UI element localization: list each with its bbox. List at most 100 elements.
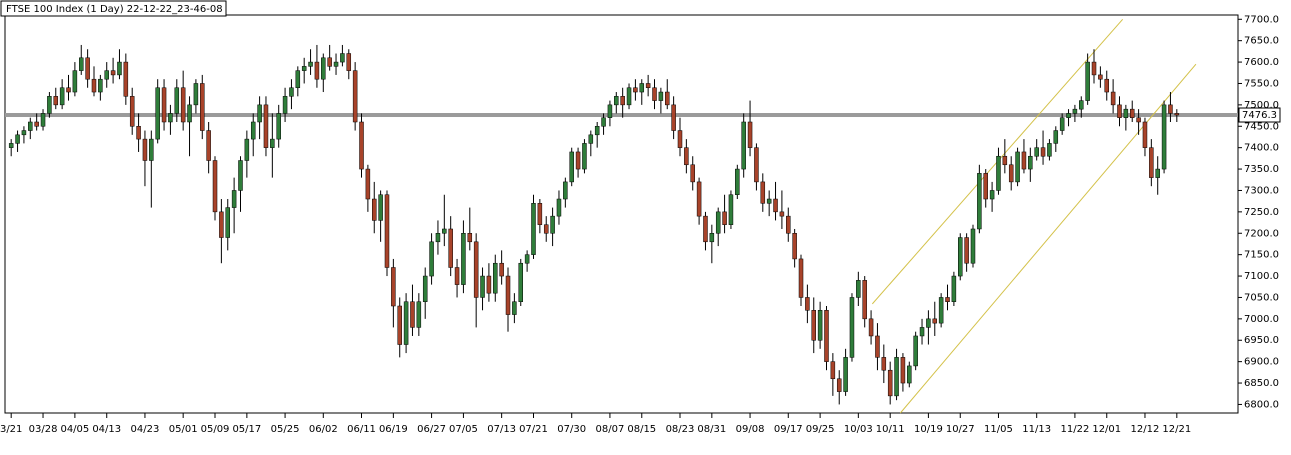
candle-body (365, 168, 371, 200)
candle-body (410, 301, 415, 328)
y-tick-label: 6800.0 (1244, 399, 1279, 410)
y-tick-label: 7250.0 (1244, 207, 1279, 218)
candle-body (645, 83, 651, 89)
candle-body (384, 194, 390, 268)
candle-body (422, 275, 428, 302)
y-tick-label: 7700.0 (1244, 14, 1279, 25)
x-tick-label: 12/12 (1131, 424, 1160, 435)
candle-body (811, 310, 816, 341)
candle-body (225, 207, 230, 238)
candle-body (161, 87, 167, 123)
candle-body (543, 224, 549, 234)
y-tick-label: 7650.0 (1244, 36, 1279, 47)
candle-body (454, 267, 460, 285)
candle-body (919, 327, 925, 337)
x-tick-label: 09/17 (774, 424, 803, 435)
candle-body (626, 87, 632, 106)
x-tick-label: 08/23 (666, 424, 695, 435)
candle-body (932, 318, 938, 324)
y-tick-label: 7550.0 (1244, 78, 1279, 89)
y-tick-label: 7400.0 (1244, 143, 1279, 154)
candle-body (792, 233, 797, 260)
candle-body (1053, 130, 1059, 144)
candle-body (448, 228, 453, 268)
x-tick-label: 06/27 (417, 424, 446, 435)
candle-body (8, 143, 14, 148)
candle-body (327, 57, 332, 67)
x-tick-label: 05/17 (232, 424, 261, 435)
x-tick-label: 10/19 (914, 424, 943, 435)
title-box (0, 0, 227, 17)
candle-body (703, 215, 708, 243)
x-tick-label: 3/21 (0, 424, 22, 435)
candle-body (333, 61, 339, 67)
candle-body (129, 96, 135, 127)
candle-body (1104, 78, 1109, 93)
candle-body (276, 113, 281, 140)
candle-body (66, 87, 71, 93)
candle-body (747, 121, 753, 148)
candle-body (480, 275, 485, 298)
candle-body (238, 160, 243, 191)
candle-body (155, 87, 160, 140)
candle-body (556, 198, 562, 217)
candle-body (212, 160, 218, 213)
candle-body (244, 138, 250, 161)
candle-body (1015, 151, 1020, 183)
candle-body (117, 61, 122, 76)
candle-body (1110, 91, 1116, 106)
candle-body (945, 297, 950, 302)
candle-body (588, 134, 594, 144)
candle-body (996, 155, 1001, 191)
candle-body (607, 104, 613, 118)
candle-body (684, 147, 689, 166)
x-tick-label: 09/25 (806, 424, 835, 435)
candle-body (843, 357, 848, 392)
candle-body (563, 181, 568, 200)
candle-body (346, 53, 352, 71)
candle-body (442, 228, 447, 234)
y-tick-label: 7450.0 (1244, 121, 1279, 132)
candle-body (970, 228, 976, 264)
candle-body (665, 91, 670, 106)
x-tick-label: 12/21 (1162, 424, 1191, 435)
candle-body (289, 87, 294, 97)
candle-body (805, 297, 810, 311)
candle-body (168, 113, 173, 123)
x-tick-label: 07/21 (519, 424, 548, 435)
y-tick-label: 7200.0 (1244, 228, 1279, 239)
candle-body (977, 173, 982, 230)
candle-body (614, 96, 619, 106)
candle-body (79, 57, 84, 71)
candle-body (537, 203, 543, 225)
y-tick-label: 6950.0 (1244, 335, 1279, 346)
candle-body (206, 130, 211, 161)
candle-body (754, 147, 759, 183)
candle-body (958, 237, 963, 277)
candle-body (34, 121, 39, 127)
x-tick-label: 06/19 (379, 424, 408, 435)
candle-body (136, 126, 141, 140)
x-tick-label: 08/15 (627, 424, 656, 435)
candle-body (149, 138, 154, 161)
candle-body (550, 215, 555, 234)
candle-body (1174, 113, 1180, 116)
candle-body (868, 318, 874, 337)
candle-body (524, 254, 530, 264)
candle-body (372, 198, 377, 221)
candle-body (59, 87, 65, 106)
candle-body (308, 61, 313, 67)
candle-body (735, 168, 740, 195)
candle-body (709, 233, 715, 243)
candle-body (1161, 104, 1167, 170)
candle-body (696, 181, 702, 217)
candle-body (1002, 155, 1008, 166)
candle-body (849, 297, 855, 358)
candle-body (486, 275, 492, 294)
candle-body (1034, 147, 1039, 157)
x-tick-label: 11/05 (984, 424, 1013, 435)
x-tick-label: 06/11 (347, 424, 376, 435)
candle-body (518, 262, 523, 302)
candle-body (467, 233, 473, 243)
candle-body (1028, 155, 1033, 170)
